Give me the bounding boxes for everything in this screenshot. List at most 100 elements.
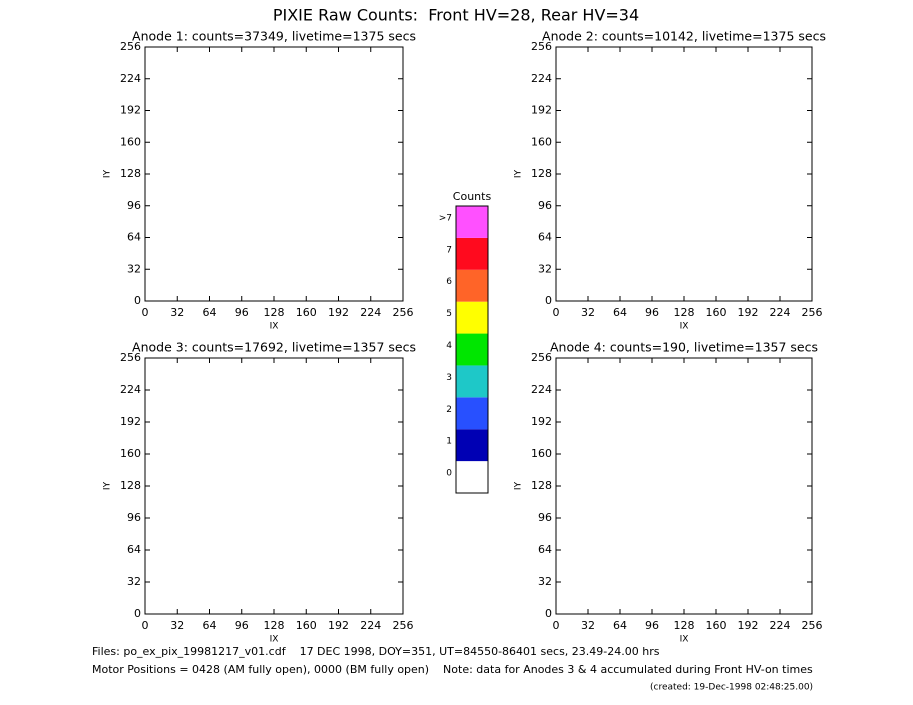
footer-created: (created: 19-Dec-1998 02:48:25.00): [650, 683, 813, 693]
y-tick-label: 0: [134, 607, 141, 620]
x-tick-label: 96: [235, 306, 249, 319]
x-tick-label: 64: [613, 306, 627, 319]
x-tick-label: 32: [170, 619, 184, 632]
x-axis-label: IX: [680, 322, 689, 332]
colorbar-frame: [455, 205, 489, 494]
y-tick-label: 64: [538, 231, 552, 244]
panel-title: Anode 4: counts=190, livetime=1357 secs: [550, 340, 818, 355]
colorbar-label: 2: [446, 405, 452, 415]
x-tick-label: 128: [264, 619, 285, 632]
y-axis-label: IY: [103, 169, 113, 178]
y-tick-label: 256: [120, 40, 141, 53]
plot-frame: [144, 46, 404, 302]
y-tick-label: 224: [531, 383, 552, 396]
colorbar-swatch: [456, 269, 488, 302]
y-tick-label: 32: [538, 575, 552, 588]
y-tick-label: 128: [531, 167, 552, 180]
y-tick-label: 0: [545, 294, 552, 307]
x-tick-label: 224: [770, 306, 791, 319]
panel-title: Anode 2: counts=10142, livetime=1375 sec…: [542, 29, 826, 44]
y-tick-label: 192: [531, 104, 552, 117]
x-tick-label: 160: [706, 619, 727, 632]
x-tick-label: 128: [674, 619, 695, 632]
colorbar-swatch: [456, 333, 488, 366]
x-axis-label: IX: [270, 322, 279, 332]
x-tick-label: 64: [203, 619, 217, 632]
y-axis-label: IY: [103, 481, 113, 490]
footer-files: Files: po_ex_pix_19981217_v01.cdf 17 DEC…: [92, 645, 660, 658]
y-tick-label: 256: [531, 40, 552, 53]
y-tick-label: 224: [120, 72, 141, 85]
x-tick-label: 96: [645, 306, 659, 319]
x-tick-label: 192: [328, 306, 349, 319]
y-tick-label: 128: [531, 479, 552, 492]
y-tick-label: 160: [120, 135, 141, 148]
x-tick-label: 64: [613, 619, 627, 632]
colorbar-label: 5: [446, 309, 452, 319]
colorbar-swatch: [456, 397, 488, 430]
y-tick-label: 128: [120, 167, 141, 180]
x-tick-label: 256: [802, 306, 823, 319]
x-tick-label: 256: [393, 619, 414, 632]
plot-frame: [555, 46, 813, 302]
y-tick-label: 0: [134, 294, 141, 307]
y-tick-label: 96: [538, 511, 552, 524]
panel-title: Anode 3: counts=17692, livetime=1357 sec…: [132, 340, 416, 355]
plot-frame: [555, 357, 813, 615]
x-tick-label: 192: [738, 306, 759, 319]
y-tick-label: 64: [538, 543, 552, 556]
x-tick-label: 256: [393, 306, 414, 319]
panel-title: Anode 1: counts=37349, livetime=1375 sec…: [132, 29, 416, 44]
x-tick-label: 0: [553, 619, 560, 632]
colorbar-swatch: [456, 206, 488, 238]
x-axis-label: IX: [680, 635, 689, 645]
y-tick-label: 64: [127, 231, 141, 244]
y-tick-label: 160: [531, 135, 552, 148]
y-tick-label: 192: [531, 415, 552, 428]
x-tick-label: 160: [706, 306, 727, 319]
colorbar-label: 0: [446, 469, 452, 479]
y-tick-label: 160: [531, 447, 552, 460]
y-tick-label: 192: [120, 104, 141, 117]
colorbar-label: 1: [446, 437, 452, 447]
plot-frame: [144, 357, 404, 615]
colorbar-label: 6: [446, 277, 452, 287]
x-tick-label: 160: [296, 306, 317, 319]
y-tick-label: 256: [531, 351, 552, 364]
colorbar-swatch: [456, 461, 488, 493]
y-tick-label: 32: [127, 575, 141, 588]
x-tick-label: 192: [738, 619, 759, 632]
x-tick-label: 96: [235, 619, 249, 632]
y-axis-label: IY: [514, 169, 524, 178]
x-tick-label: 160: [296, 619, 317, 632]
colorbar-swatch: [456, 301, 488, 334]
x-tick-label: 0: [553, 306, 560, 319]
y-tick-label: 192: [120, 415, 141, 428]
x-tick-label: 224: [360, 619, 381, 632]
y-axis-label: IY: [514, 481, 524, 490]
y-tick-label: 224: [120, 383, 141, 396]
y-tick-label: 32: [127, 262, 141, 275]
x-tick-label: 32: [581, 306, 595, 319]
x-tick-label: 32: [170, 306, 184, 319]
x-tick-label: 192: [328, 619, 349, 632]
y-tick-label: 96: [538, 199, 552, 212]
x-tick-label: 32: [581, 619, 595, 632]
colorbar-label: 7: [446, 245, 452, 255]
y-tick-label: 160: [120, 447, 141, 460]
x-tick-label: 0: [142, 619, 149, 632]
colorbar-swatch: [456, 429, 488, 462]
y-tick-label: 96: [127, 511, 141, 524]
y-tick-label: 128: [120, 479, 141, 492]
x-tick-label: 128: [674, 306, 695, 319]
colorbar-swatch: [456, 237, 488, 270]
y-tick-label: 96: [127, 199, 141, 212]
page-title: PIXIE Raw Counts: Front HV=28, Rear HV=3…: [273, 6, 639, 25]
y-tick-label: 64: [127, 543, 141, 556]
colorbar-label: >7: [439, 213, 452, 223]
y-tick-label: 224: [531, 72, 552, 85]
x-tick-label: 224: [770, 619, 791, 632]
colorbar-label: 3: [446, 373, 452, 383]
x-tick-label: 96: [645, 619, 659, 632]
